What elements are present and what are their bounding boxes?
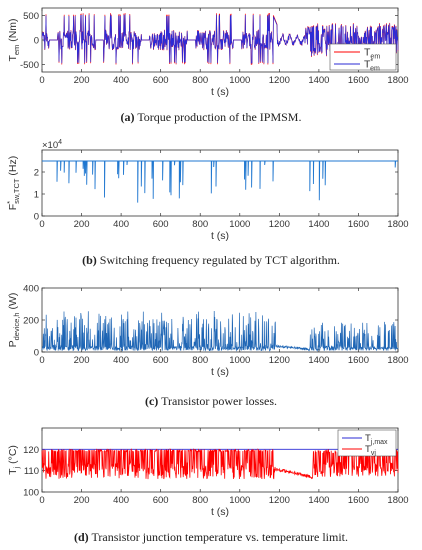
x-tick-label: 1400 bbox=[308, 355, 329, 366]
x-tick-label: 1800 bbox=[387, 495, 408, 506]
x-tick-label: 600 bbox=[153, 355, 169, 366]
legend-box bbox=[329, 43, 397, 71]
caption-a-text: Torque production of the IPMSM. bbox=[137, 110, 302, 124]
x-tick-label: 200 bbox=[74, 495, 90, 506]
x-tick-label: 0 bbox=[39, 75, 44, 86]
y-axis-label: Pdevice,h (W) bbox=[7, 293, 21, 348]
y-scale-note: ×104 bbox=[42, 139, 62, 151]
switching-chart: 0 200 400 600 800 1000 1200 1400 1600 1800 2 1 0 t (s… bbox=[5, 139, 409, 242]
caption-d-text: Transistor junction temperature vs. temp… bbox=[91, 530, 348, 544]
x-tick-label: 1200 bbox=[269, 219, 290, 230]
x-tick-label: 400 bbox=[113, 495, 129, 506]
temperature-chart: 0 200 400 600 800 1000 1200 1400 1600 1800 120 110 1… bbox=[7, 427, 409, 518]
y-tick-label: 100 bbox=[23, 488, 39, 499]
x-tick-label: 200 bbox=[74, 75, 90, 86]
y-tick-label: 500 bbox=[23, 11, 39, 22]
caption-c: (c) Transistor power losses. bbox=[0, 394, 422, 409]
x-tick-label: 1200 bbox=[269, 355, 290, 366]
y-tick-label: 2 bbox=[34, 168, 39, 179]
caption-d: (d) Transistor junction temperature vs. … bbox=[0, 530, 422, 545]
y-tick-label: 1 bbox=[34, 190, 39, 201]
legend-label: T* em bbox=[364, 59, 380, 73]
panel-power: 0 200 400 600 800 1000 1200 1400 1600 1800 400 200 0… bbox=[0, 282, 422, 390]
y-tick-label: 0 bbox=[34, 348, 39, 359]
caption-a-label: (a) bbox=[120, 110, 135, 124]
x-tick-label: 1600 bbox=[348, 355, 369, 366]
series-torque-reference bbox=[41, 14, 399, 64]
x-tick-label: 600 bbox=[153, 495, 169, 506]
x-tick-label: 1000 bbox=[229, 355, 250, 366]
caption-d-label: (d) bbox=[74, 530, 89, 544]
x-tick-label: 1000 bbox=[229, 495, 250, 506]
x-tick-label: 200 bbox=[74, 219, 90, 230]
x-tick-label: 1400 bbox=[308, 495, 329, 506]
x-tick-label: 0 bbox=[39, 219, 44, 230]
power-chart: 0 200 400 600 800 1000 1200 1400 1600 1800 400 200 0… bbox=[7, 284, 409, 379]
y-tick-label: 120 bbox=[23, 445, 39, 456]
x-tick-label: 800 bbox=[192, 75, 208, 86]
torque-chart: 0 200 400 600 800 1000 1200 1400 1600 18005000-50… bbox=[7, 7, 409, 98]
panel-temperature: 0 200 400 600 800 1000 1200 1400 1600 1800 120 110 1… bbox=[0, 420, 422, 530]
y-axis-label: F*sw,TCT (Hz) bbox=[5, 156, 21, 211]
x-tick-label: 200 bbox=[74, 355, 90, 366]
x-tick-label: 600 bbox=[153, 75, 169, 86]
panel-switching: 0 200 400 600 800 1000 1200 1400 1600 1800 2 1 0 t (s… bbox=[0, 138, 422, 256]
legend-label: Tvj bbox=[365, 444, 376, 457]
x-tick-label: 1000 bbox=[229, 219, 250, 230]
x-tick-label: 800 bbox=[192, 219, 208, 230]
x-axis-label: t (s) bbox=[211, 506, 229, 518]
x-tick-label: 1000 bbox=[229, 75, 250, 86]
x-tick-label: 800 bbox=[192, 355, 208, 366]
caption-a: (a) Torque production of the IPMSM. bbox=[0, 110, 422, 125]
x-axis-label: t (s) bbox=[211, 230, 229, 242]
series-switching-frequency bbox=[42, 160, 398, 203]
x-tick-label: 1600 bbox=[348, 495, 369, 506]
y-tick-label: 110 bbox=[24, 466, 39, 477]
x-tick-label: 1600 bbox=[348, 219, 369, 230]
x-tick-label: 400 bbox=[113, 219, 129, 230]
y-tick-label: 0 bbox=[34, 212, 39, 223]
x-tick-label: 1200 bbox=[269, 75, 290, 86]
x-tick-label: 800 bbox=[192, 495, 208, 506]
panel-torque: 0 200 400 600 800 1000 1200 1400 1600 1800 500 0 -50… bbox=[0, 0, 422, 132]
caption-c-text: Transistor power losses. bbox=[161, 394, 278, 408]
x-tick-label: 1400 bbox=[308, 219, 329, 230]
x-tick-label: 1600 bbox=[348, 75, 369, 86]
x-tick-label: 1800 bbox=[387, 219, 408, 230]
caption-b-label: (b) bbox=[82, 253, 97, 267]
caption-b-text: Switching frequency regulated by TCT alg… bbox=[99, 253, 340, 267]
x-tick-label: 0 bbox=[39, 495, 44, 506]
y-axis-label: Tem (Nm) bbox=[7, 18, 21, 61]
x-tick-label: 1200 bbox=[269, 495, 290, 506]
y-tick-label: 400 bbox=[23, 284, 39, 295]
caption-c-label: (c) bbox=[144, 394, 159, 408]
series-power-loss bbox=[41, 310, 399, 352]
legend-box bbox=[337, 429, 397, 457]
x-tick-label: 400 bbox=[113, 75, 129, 86]
x-axis-label: t (s) bbox=[211, 366, 229, 378]
series-junction-temp bbox=[41, 448, 399, 480]
y-tick-label: -500 bbox=[20, 60, 39, 71]
x-tick-label: 0 bbox=[39, 355, 44, 366]
y-tick-label: 200 bbox=[23, 316, 39, 327]
legend-label: Tem bbox=[364, 47, 380, 61]
x-tick-label: 1400 bbox=[308, 75, 329, 86]
legend-label: Tj,max bbox=[365, 433, 388, 446]
x-tick-label: 1800 bbox=[387, 355, 408, 366]
x-tick-label: 600 bbox=[153, 219, 169, 230]
x-axis-label: t (s) bbox=[211, 86, 229, 98]
x-tick-label: 400 bbox=[113, 355, 129, 366]
y-tick-label: 0 bbox=[34, 36, 39, 47]
y-axis-label: Tj (°C) bbox=[7, 445, 21, 475]
x-tick-label: 1800 bbox=[387, 75, 408, 86]
caption-b: (b) Switching frequency regulated by TCT… bbox=[0, 253, 422, 268]
